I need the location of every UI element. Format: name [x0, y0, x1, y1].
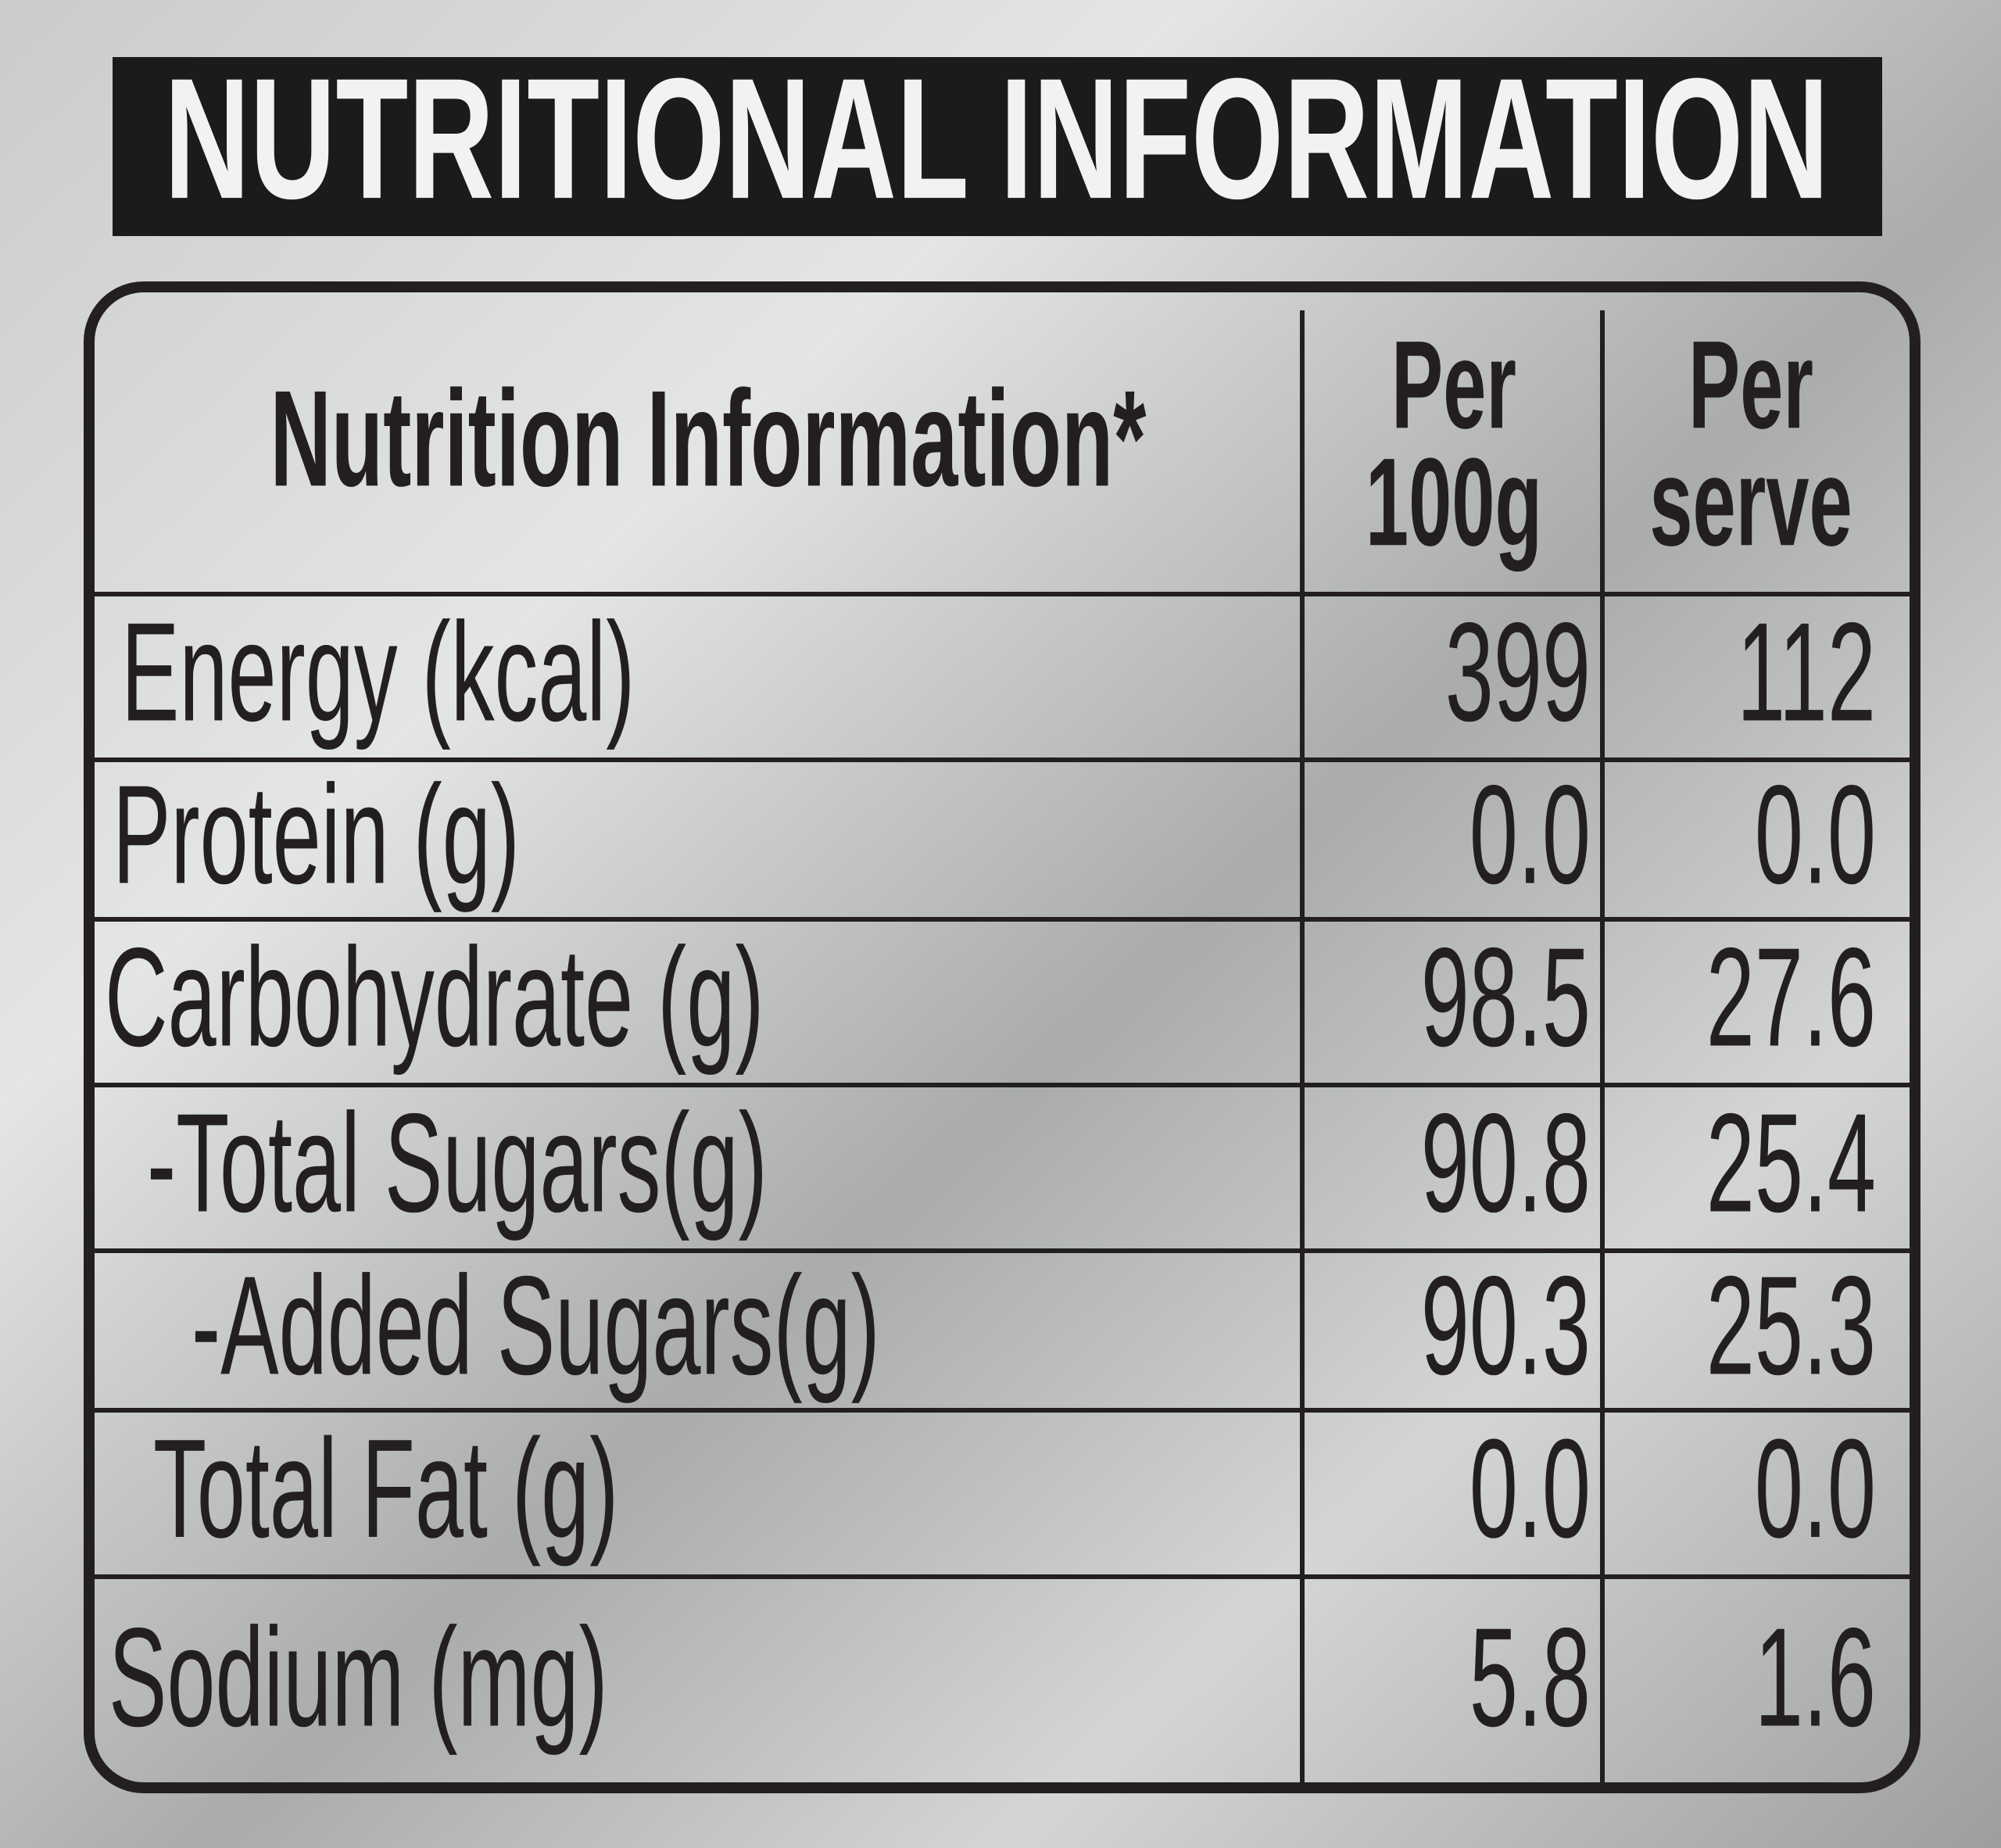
- cell-value: 27.6: [1706, 918, 1876, 1076]
- title-bar: [113, 57, 1882, 236]
- cell-value: 0.0: [1755, 1409, 1876, 1567]
- cell-value: 0.0: [1755, 755, 1876, 913]
- header-cell: Per: [1688, 315, 1813, 455]
- cell-value: 90.8: [1421, 1083, 1591, 1241]
- header-cell: Nutrition Information*: [270, 362, 1147, 515]
- table: Nutrition Information* Per100gPerserveEne…: [89, 310, 1915, 1788]
- title: NUTRITIONAL INFORMATION: [164, 42, 1829, 235]
- row-label: Energy (kcal): [121, 593, 635, 750]
- cell-value: 1.6: [1755, 1598, 1876, 1756]
- cell-value: 25.4: [1706, 1083, 1876, 1241]
- cell-value: 112: [1737, 593, 1876, 750]
- row-label: -Added Sugars(g): [192, 1246, 880, 1404]
- row-label: Total Fat (g): [153, 1409, 618, 1567]
- cell-value: 0.0: [1469, 755, 1591, 913]
- cell-value: 5.8: [1469, 1598, 1591, 1756]
- cell-value: 25.3: [1706, 1246, 1876, 1404]
- cell-value: 0.0: [1469, 1409, 1591, 1567]
- row-label: Protein (g): [113, 755, 520, 913]
- row-label: Carbohydrate (g): [105, 918, 764, 1076]
- cell-value: 98.5: [1421, 918, 1591, 1076]
- cell-value: 399: [1445, 593, 1591, 750]
- header-cell: 100g: [1366, 432, 1542, 572]
- table-border: [84, 281, 1920, 1793]
- header-cell: Per: [1391, 315, 1516, 455]
- row-label: -Total Sugars(g): [147, 1083, 768, 1241]
- row-label: Sodium (mg): [109, 1598, 608, 1756]
- header-cell: serve: [1649, 432, 1852, 572]
- cell-value: 90.3: [1421, 1246, 1591, 1404]
